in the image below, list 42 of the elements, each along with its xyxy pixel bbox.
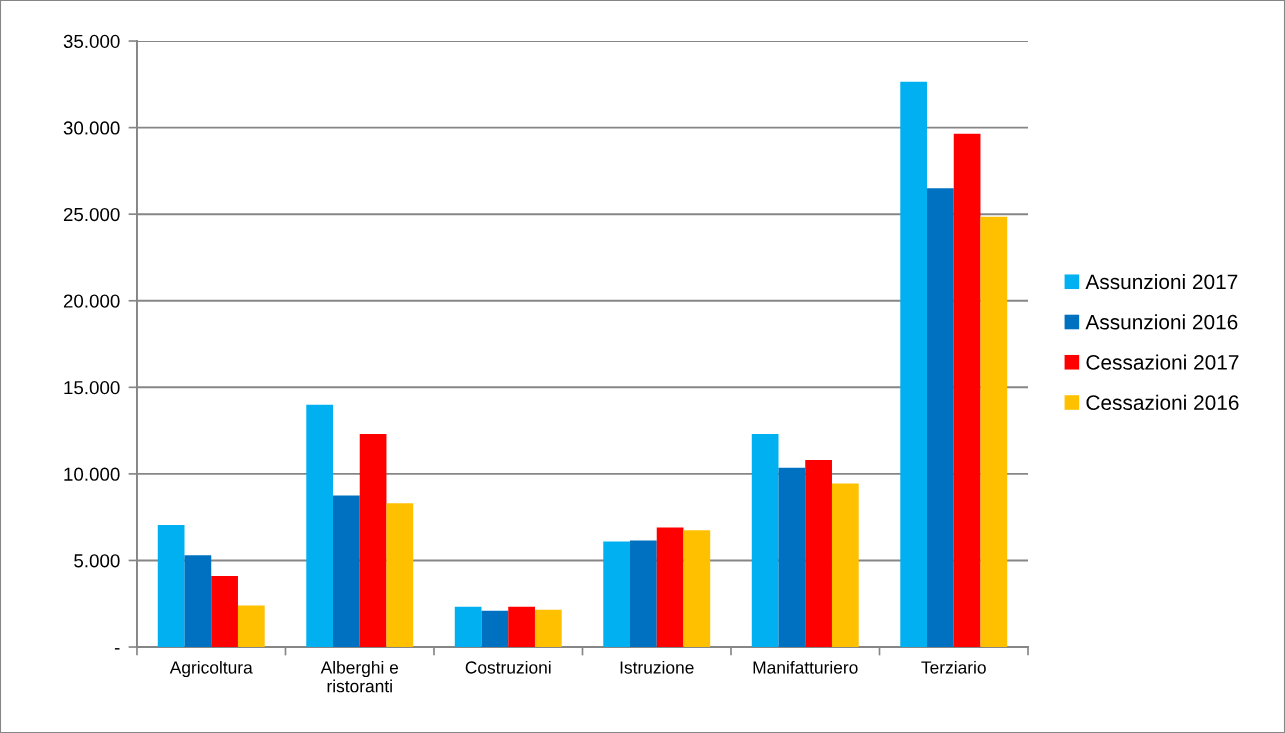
y-tick-label: 25.000: [63, 207, 120, 222]
bar: [237, 605, 265, 648]
bar: [831, 483, 859, 648]
bar: [359, 434, 387, 648]
bar: [927, 188, 954, 648]
bar: [900, 81, 928, 648]
bar: [454, 606, 482, 648]
legend-label: Assunzioni 2017: [1085, 273, 1238, 290]
legend-label: Cessazioni 2016: [1086, 394, 1239, 411]
y-tick-label: 35.000: [63, 34, 120, 49]
legend-label: Cessazioni 2017: [1086, 354, 1239, 370]
x-tick-label: Manifatturiero: [753, 660, 858, 674]
bar: [157, 524, 185, 648]
x-tick-label: Costruzioni: [465, 660, 551, 674]
bar: [603, 541, 631, 648]
bar: [333, 495, 360, 648]
bar: [306, 404, 334, 648]
bar: [630, 540, 657, 648]
bar: [481, 610, 509, 648]
x-tick-label: Agricoltura: [169, 660, 253, 678]
y-tick-label: 10.000: [64, 467, 120, 481]
y-tick-label: -: [114, 648, 120, 650]
bar: [805, 460, 832, 648]
bar: [184, 555, 212, 648]
bar: [534, 609, 562, 648]
bar: [980, 216, 1008, 648]
bar: [656, 527, 684, 648]
y-tick-label: 5.000: [74, 554, 120, 568]
bar: [778, 467, 806, 648]
y-tick-label: 15.000: [64, 381, 120, 395]
bar: [211, 576, 238, 648]
bar: [683, 530, 711, 648]
bar: [508, 606, 535, 648]
y-tick-label: 20.000: [63, 294, 120, 308]
legend-label: Assunzioni 2016: [1085, 314, 1238, 330]
x-tick-label: Terziario: [921, 660, 986, 674]
bar: [953, 133, 981, 648]
y-tick-label: 30.000: [63, 121, 120, 135]
x-tick-label: Alberghi e ristoranti: [320, 660, 399, 693]
bar: [751, 434, 779, 648]
x-tick-label: Istruzione: [620, 660, 694, 674]
bar: [386, 503, 414, 648]
